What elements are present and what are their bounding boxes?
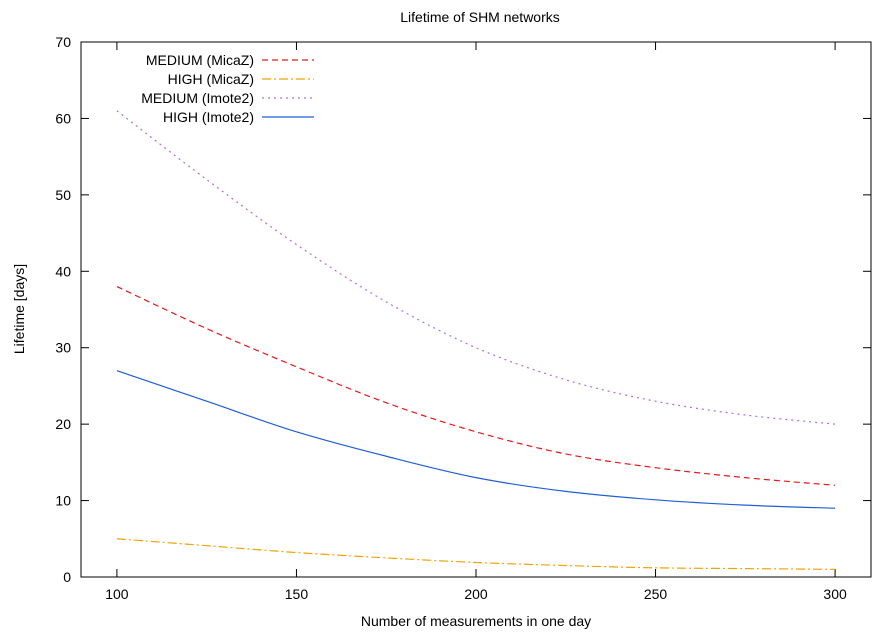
y-tick-label: 60 (55, 110, 71, 126)
legend-label-high-micaz: HIGH (MicaZ) (168, 71, 254, 87)
x-tick-label: 250 (644, 586, 668, 602)
y-tick-label: 20 (55, 416, 71, 432)
legend-label-medium-imote2: MEDIUM (Imote2) (141, 90, 254, 106)
series-layer (116, 110, 836, 570)
y-tick-label: 30 (55, 340, 71, 356)
y-axis-title: Lifetime [days] (11, 264, 27, 354)
x-tick-label: 200 (464, 586, 488, 602)
y-tick-label: 70 (55, 34, 71, 50)
y-tick-label: 40 (55, 263, 71, 279)
x-tick-label: 100 (105, 586, 129, 602)
legend-label-high-imote2: HIGH (Imote2) (163, 109, 254, 125)
legend-label-medium-micaz: MEDIUM (MicaZ) (146, 52, 254, 68)
x-axis-title: Number of measurements in one day (361, 613, 591, 629)
y-tick-label: 0 (63, 569, 71, 585)
y-tick-label: 10 (55, 493, 71, 509)
x-axis: 100 150 200 250 300 (105, 42, 847, 602)
x-tick-label: 150 (285, 586, 309, 602)
series-line-medium-imote2 (116, 110, 836, 425)
legend: MEDIUM (MicaZ) HIGH (MicaZ) MEDIUM (Imote2… (141, 52, 314, 125)
chart-title: Lifetime of SHM networks (400, 9, 560, 25)
y-axis: 0 10 20 30 40 50 60 70 (55, 34, 871, 585)
y-tick-label: 50 (55, 187, 71, 203)
series-line-high-imote2 (116, 370, 836, 509)
series-line-medium-micaz (116, 286, 836, 486)
series-line-high-micaz (116, 538, 836, 570)
x-tick-label: 300 (823, 586, 847, 602)
